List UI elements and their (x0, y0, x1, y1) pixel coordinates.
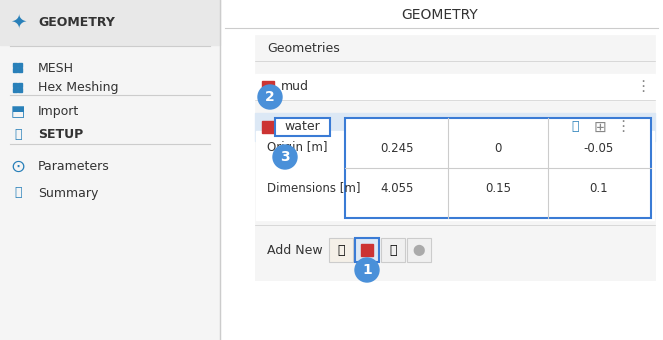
Bar (255, 113, 655, 141)
Text: ✦: ✦ (10, 13, 26, 32)
Text: 📁: 📁 (337, 243, 345, 256)
Bar (18, 63, 22, 67)
Text: SETUP: SETUP (38, 129, 84, 141)
Bar (13, 83, 17, 87)
Bar (0, 0, 220, 340)
Text: 2: 2 (265, 90, 275, 104)
Bar (255, 225, 655, 280)
Text: ⊙: ⊙ (11, 158, 26, 176)
FancyBboxPatch shape (355, 238, 379, 262)
Text: Hex Meshing: Hex Meshing (38, 82, 119, 95)
FancyBboxPatch shape (407, 238, 431, 262)
Text: Add New: Add New (267, 243, 323, 256)
Text: 0.15: 0.15 (485, 182, 511, 194)
Circle shape (355, 258, 379, 282)
Bar (18, 83, 22, 87)
Text: water: water (284, 120, 320, 134)
Text: Geometries: Geometries (267, 42, 339, 55)
Bar (13, 68, 17, 72)
Bar (13, 63, 17, 67)
Bar (361, 244, 373, 256)
Text: 1: 1 (362, 263, 372, 277)
Text: ⊞: ⊞ (593, 119, 607, 135)
Text: Parameters: Parameters (38, 160, 110, 173)
Text: Dimensions [m]: Dimensions [m] (267, 182, 361, 194)
Text: GEOMETRY: GEOMETRY (38, 16, 115, 29)
Text: 🗒: 🗒 (572, 120, 579, 134)
FancyBboxPatch shape (345, 118, 651, 218)
Text: ⬒: ⬒ (11, 104, 25, 119)
Text: mud: mud (281, 81, 309, 94)
Text: Summary: Summary (38, 187, 98, 200)
Text: -0.05: -0.05 (583, 141, 614, 154)
Text: 4.055: 4.055 (381, 182, 414, 194)
Bar (256, 131, 654, 220)
Text: GEOMETRY: GEOMETRY (402, 8, 479, 22)
Text: 🔧: 🔧 (14, 129, 22, 141)
Text: Origin [m]: Origin [m] (267, 141, 328, 154)
Bar (0, 0, 220, 45)
FancyBboxPatch shape (329, 238, 353, 262)
Text: 3: 3 (280, 150, 290, 164)
Text: ⋮: ⋮ (615, 119, 631, 135)
Bar (262, 121, 274, 133)
Bar (13, 88, 17, 92)
Bar (262, 81, 274, 93)
Text: 0: 0 (495, 141, 502, 154)
FancyBboxPatch shape (275, 118, 330, 136)
Bar (18, 68, 22, 72)
FancyBboxPatch shape (381, 238, 405, 262)
Text: 📄: 📄 (14, 187, 22, 200)
Text: ⬤: ⬤ (413, 244, 425, 256)
Bar (255, 35, 655, 280)
Text: ⋮: ⋮ (635, 80, 650, 95)
Text: 🫙: 🫙 (389, 243, 396, 256)
Circle shape (273, 145, 297, 169)
Text: Import: Import (38, 105, 80, 119)
Circle shape (258, 85, 282, 109)
Text: 0.1: 0.1 (589, 182, 608, 194)
Text: MESH: MESH (38, 62, 74, 74)
Text: 0.245: 0.245 (381, 141, 414, 154)
Bar (255, 74, 655, 100)
Bar (18, 88, 22, 92)
